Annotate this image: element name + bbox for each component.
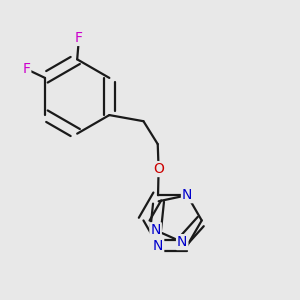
- Text: N: N: [182, 188, 192, 202]
- Text: O: O: [153, 162, 164, 176]
- Text: N: N: [153, 239, 163, 253]
- Text: N: N: [150, 223, 161, 237]
- Text: F: F: [75, 31, 83, 45]
- Text: N: N: [177, 235, 188, 249]
- Text: F: F: [22, 62, 30, 76]
